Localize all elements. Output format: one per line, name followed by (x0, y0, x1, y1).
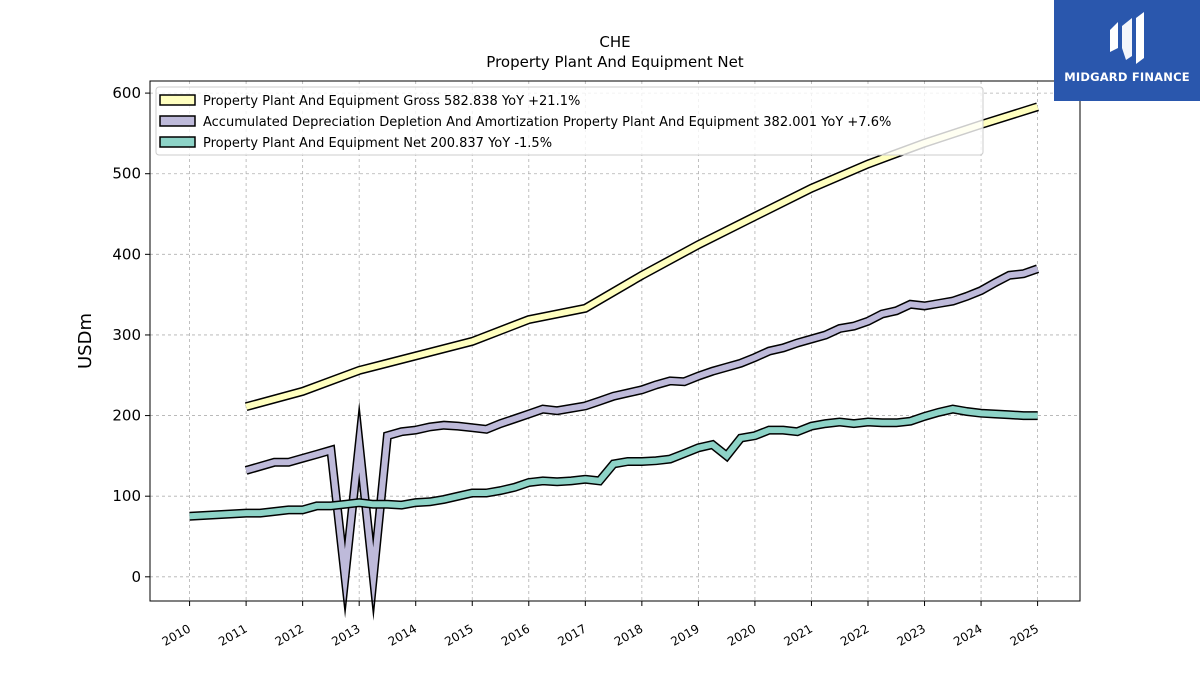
series-line-3 (189, 406, 1038, 520)
x-tick-label: 2024 (951, 621, 984, 648)
chart-subtitle: Property Plant And Equipment Net (486, 53, 743, 71)
x-tick-label: 2010 (160, 621, 193, 648)
legend: Property Plant And Equipment Gross 582.8… (155, 86, 984, 156)
legend-swatch (159, 94, 196, 106)
x-tick-label: 2013 (329, 621, 362, 648)
y-tick-label: 400 (112, 245, 141, 263)
y-tick-label: 500 (112, 165, 141, 183)
x-tick-label: 2021 (782, 621, 815, 648)
y-tick-label: 600 (112, 84, 141, 102)
x-tick-label: 2022 (838, 621, 871, 648)
legend-entry: Property Plant And Equipment Gross 582.8… (203, 94, 580, 109)
chart-title: CHE (599, 33, 630, 51)
legend-entry: Property Plant And Equipment Net 200.837… (203, 136, 552, 151)
x-tick-label: 2017 (555, 621, 588, 648)
x-tick-label: 2018 (612, 621, 645, 648)
logo-mark-icon (1110, 12, 1144, 64)
x-tick-label: 2020 (725, 621, 758, 648)
x-axis: 2010 2011 2012 2013 2014 2015 2016 2017 2018 2019… (160, 601, 1041, 649)
series-layer (189, 102, 1040, 621)
logo: MIDGARD FINANCE (1054, 0, 1200, 101)
x-tick-label: 2025 (1008, 621, 1041, 648)
legend-entry: Accumulated Depreciation Depletion And A… (203, 115, 891, 130)
y-tick-label: 300 (112, 326, 141, 344)
x-tick-label: 2011 (216, 621, 249, 648)
x-tick-label: 2014 (386, 621, 419, 648)
series-line-2 (245, 265, 1039, 607)
x-tick-label: 2015 (442, 621, 475, 648)
legend-swatch (159, 115, 196, 127)
x-tick-label: 2023 (895, 621, 928, 648)
y-axis: 0 100 200 300 400 500 600 (112, 84, 150, 586)
y-axis-label: USDm (75, 313, 96, 369)
legend-swatch (159, 136, 196, 148)
x-tick-label: 2012 (273, 621, 306, 648)
plot-frame (149, 80, 1081, 602)
grid (150, 81, 1080, 601)
y-tick-label: 200 (112, 407, 141, 425)
legend-box (155, 86, 984, 156)
x-tick-label: 2016 (499, 621, 532, 648)
x-tick-label: 2019 (668, 621, 701, 648)
y-tick-label: 0 (131, 568, 141, 586)
y-tick-label: 100 (112, 487, 141, 505)
logo-text: MIDGARD FINANCE (1064, 70, 1190, 84)
